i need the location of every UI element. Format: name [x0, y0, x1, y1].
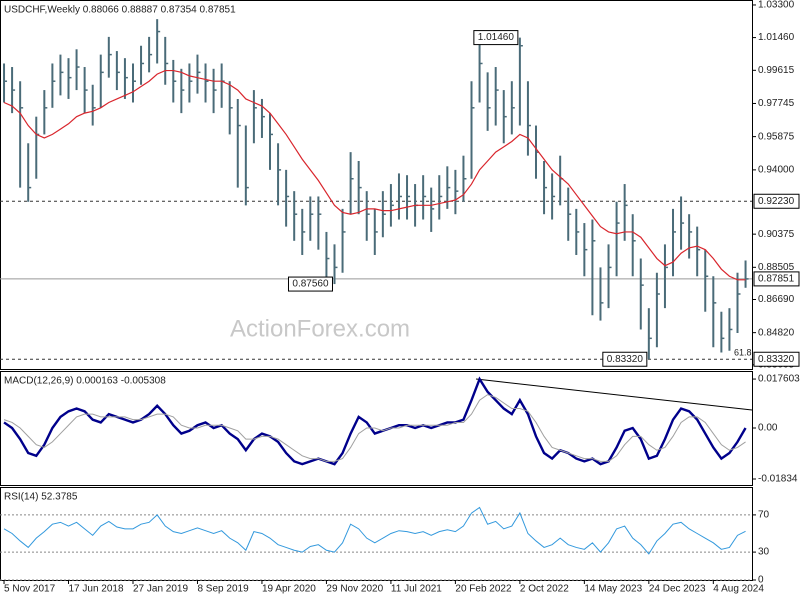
- x-tick-label: 2 Oct 2022: [520, 584, 569, 595]
- panel-title: MACD(12,26,9) 0.000163 -0.005308: [4, 376, 166, 387]
- indicator-line: [3, 394, 746, 462]
- x-tick-label: 24 Dec 2023: [649, 584, 706, 595]
- panel-title: USDCHF,Weekly 0.88066 0.88887 0.87354 0.…: [4, 5, 236, 16]
- x-tick-label: 14 May 2023: [584, 584, 642, 595]
- price-label-box: [753, 351, 800, 367]
- annotation-label: 1.01460: [478, 32, 515, 43]
- moving-average: [3, 69, 746, 281]
- y-tick-label: 0.90375: [758, 229, 795, 240]
- annotation-label: 0.87560: [292, 279, 329, 290]
- annotation-box: [602, 351, 648, 367]
- y-tick-label: 30: [758, 547, 770, 558]
- x-tick-label: 29 Nov 2020: [326, 584, 383, 595]
- x-tick-label: 20 Feb 2022: [455, 584, 512, 595]
- x-tick-label: 11 Jul 2021: [391, 584, 442, 595]
- y-tick-label: -0.01834: [758, 474, 798, 485]
- x-tick-label: 19 Apr 2020: [262, 584, 316, 595]
- price-label: 0.92230: [758, 196, 795, 207]
- panel-frame: [0, 0, 753, 370]
- watermark: ActionForex.com: [230, 315, 410, 342]
- y-tick-label: 0.88505: [758, 262, 795, 273]
- y-tick-label: 0.00: [758, 423, 778, 434]
- annotation-box: [287, 276, 333, 292]
- y-tick-label: 0: [758, 575, 764, 586]
- indicator-line: [3, 376, 747, 466]
- y-tick-label: 0.94000: [758, 165, 795, 176]
- level-note: 61.8: [734, 348, 752, 358]
- y-tick-label: 0.84820: [758, 327, 795, 338]
- x-tick-label: 17 Jun 2018: [69, 584, 124, 595]
- price-label: 0.83320: [758, 354, 795, 365]
- indicator-line: [3, 506, 746, 555]
- x-tick-label: 27 Jan 2019: [133, 584, 188, 595]
- y-tick-label: 0.99615: [758, 65, 795, 76]
- y-tick-label: 1.01460: [758, 32, 795, 43]
- x-tick-label: 8 Sep 2019: [197, 584, 249, 595]
- y-tick-label: 1.03300: [758, 0, 795, 11]
- annotation-box: [473, 30, 519, 46]
- y-tick-label: 0.95875: [758, 131, 795, 142]
- y-tick-label: 0.97745: [758, 98, 795, 109]
- price-label: 0.87851: [758, 274, 795, 285]
- price-label-box: [753, 193, 800, 209]
- annotation-label: 0.83320: [607, 354, 644, 365]
- y-tick-label: 0.017603: [758, 374, 800, 385]
- x-tick-label: 4 Aug 2024: [713, 584, 764, 595]
- price-label-box: [753, 271, 800, 287]
- y-tick-label: 0.86690: [758, 294, 795, 305]
- y-tick-label: 70: [758, 510, 770, 521]
- panel-title: RSI(14) 52.3785: [4, 492, 78, 503]
- x-tick-label: 5 Nov 2017: [4, 584, 56, 595]
- trend-line: [475, 378, 753, 411]
